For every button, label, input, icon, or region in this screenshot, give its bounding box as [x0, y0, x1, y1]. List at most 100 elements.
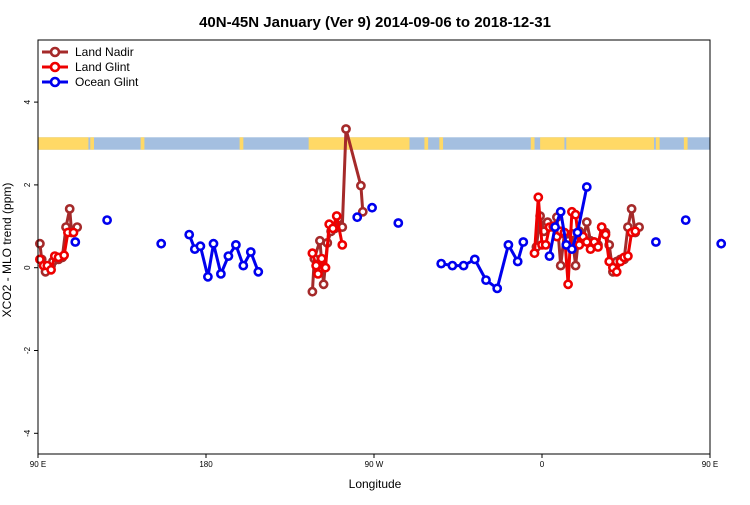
- data-point: [611, 266, 622, 277]
- data-point: [518, 237, 529, 247]
- data-point: [651, 237, 661, 247]
- legend-marker: [49, 76, 61, 88]
- data-point: [555, 260, 566, 271]
- chart-title: 40N-45N January (Ver 9) 2014-09-06 to 20…: [199, 14, 551, 31]
- land-band: [424, 137, 429, 150]
- data-point: [529, 248, 540, 259]
- data-point: [581, 182, 592, 192]
- legend-item: Ocean Glint: [42, 75, 139, 89]
- data-point: [716, 238, 727, 249]
- data-point: [492, 283, 503, 294]
- data-point: [337, 239, 348, 250]
- data-point: [544, 251, 555, 261]
- legend-marker: [49, 46, 61, 58]
- land-band: [38, 137, 89, 150]
- data-point: [341, 124, 351, 134]
- data-point: [563, 279, 573, 290]
- data-point: [156, 238, 167, 249]
- data-point: [327, 223, 338, 234]
- data-point: [512, 256, 523, 267]
- data-point: [320, 262, 331, 273]
- x-tick-label: 0: [540, 460, 545, 469]
- y-tick-label: 0: [23, 265, 32, 270]
- data-point: [307, 248, 318, 259]
- data-point: [355, 180, 366, 191]
- y-axis: -4 -2 0 2 4: [23, 99, 38, 437]
- data-point: [202, 271, 213, 282]
- legend-label: Ocean Glint: [75, 75, 139, 89]
- data-point: [626, 203, 637, 214]
- data-point: [503, 239, 514, 250]
- data-point: [70, 237, 81, 247]
- data-point: [581, 217, 592, 228]
- legend-label: Land Nadir: [75, 45, 134, 59]
- land-band: [439, 137, 444, 150]
- data-point: [253, 266, 264, 277]
- data-point: [59, 250, 69, 261]
- y-tick-label: 2: [23, 182, 32, 187]
- data-point: [481, 275, 491, 285]
- y-tick-label: -4: [23, 429, 32, 437]
- data-point: [436, 258, 447, 269]
- data-point: [680, 215, 691, 225]
- data-point: [570, 260, 581, 271]
- data-point: [550, 222, 560, 232]
- series-land-nadir: [35, 124, 644, 297]
- x-tick-label: 90 W: [365, 460, 384, 469]
- data-point: [367, 202, 377, 213]
- data-point: [68, 227, 79, 238]
- land-band: [566, 137, 654, 150]
- land-band: [308, 137, 410, 150]
- legend-item: Land Glint: [42, 60, 130, 74]
- data-point: [352, 212, 363, 223]
- data-point: [64, 203, 75, 214]
- data-point: [35, 238, 45, 249]
- data-point: [469, 254, 480, 265]
- data-point: [313, 268, 323, 279]
- data-point: [540, 239, 551, 250]
- x-tick-label: 90 E: [30, 460, 46, 469]
- land-band: [683, 137, 688, 150]
- data-point: [46, 264, 56, 275]
- data-point: [318, 279, 329, 290]
- legend-item: Land Nadir: [42, 45, 134, 59]
- x-tick-label: 180: [199, 460, 213, 469]
- data-point: [533, 192, 544, 203]
- data-point: [316, 253, 327, 264]
- data-point: [574, 239, 585, 250]
- legend-label: Land Glint: [75, 60, 130, 74]
- y-tick-label: 4: [23, 99, 32, 104]
- y-tick-label: -2: [23, 346, 32, 354]
- x-tick-label: 90 E: [702, 460, 718, 469]
- data-point: [238, 260, 249, 271]
- data-point: [311, 260, 321, 271]
- data-point: [447, 260, 458, 271]
- series-layer: [35, 124, 727, 297]
- land-band: [530, 137, 535, 150]
- data-point: [102, 215, 112, 225]
- data-point: [623, 251, 633, 261]
- y-axis-label: XCO2 - MLO trend (ppm): [0, 183, 14, 318]
- land-ocean-strip: [38, 137, 710, 150]
- series-land-glint: [35, 192, 641, 290]
- data-point: [223, 251, 234, 261]
- data-point: [331, 211, 342, 221]
- data-point: [307, 286, 318, 297]
- data-point: [208, 238, 219, 249]
- land-band: [90, 137, 94, 150]
- data-point: [184, 229, 195, 240]
- land-band: [239, 137, 244, 150]
- x-axis: 90 E 180 90 W 0 90 E: [30, 454, 718, 469]
- legend-marker: [49, 61, 61, 73]
- land-band: [655, 137, 660, 150]
- data-point: [567, 244, 577, 254]
- data-point: [555, 206, 566, 217]
- data-point: [230, 239, 241, 250]
- data-point: [630, 226, 641, 237]
- data-point: [393, 218, 404, 228]
- data-point: [572, 227, 583, 238]
- data-point: [570, 209, 581, 220]
